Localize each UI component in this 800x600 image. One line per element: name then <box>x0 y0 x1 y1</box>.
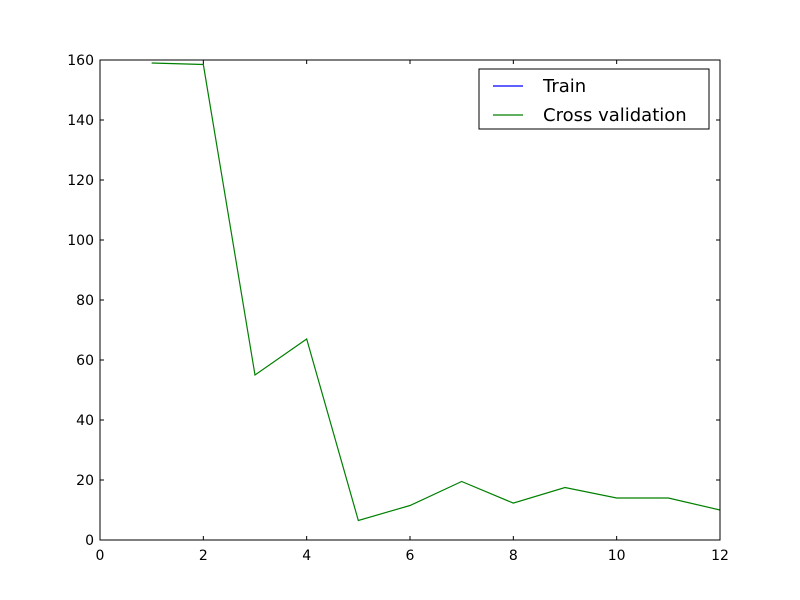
legend: Train Cross validation <box>478 68 710 130</box>
y-tick-label: 160 <box>67 53 94 69</box>
x-tick-label: 10 <box>608 548 626 564</box>
legend-label-2: Cross validation <box>543 105 687 126</box>
x-tick-label: 12 <box>711 548 729 564</box>
y-tick-label: 80 <box>76 293 94 309</box>
y-tick-label: 140 <box>67 113 94 129</box>
y-tick-label: 0 <box>85 533 94 549</box>
y-tick-label: 40 <box>76 413 94 429</box>
x-tick-label: 4 <box>302 548 311 564</box>
x-tick-label: 8 <box>509 548 518 564</box>
plot-area <box>151 62 720 522</box>
series-line-2 <box>151 62 720 522</box>
x-tick-label: 0 <box>96 548 105 564</box>
y-tick-label: 120 <box>67 173 94 189</box>
y-tick-label: 100 <box>67 233 94 249</box>
legend-label-1: Train <box>542 76 586 97</box>
x-tick-label: 6 <box>406 548 415 564</box>
legend-box <box>478 68 710 130</box>
y-tick-label: 60 <box>76 353 94 369</box>
y-tick-label: 20 <box>76 473 94 489</box>
x-tick-label: 2 <box>199 548 208 564</box>
